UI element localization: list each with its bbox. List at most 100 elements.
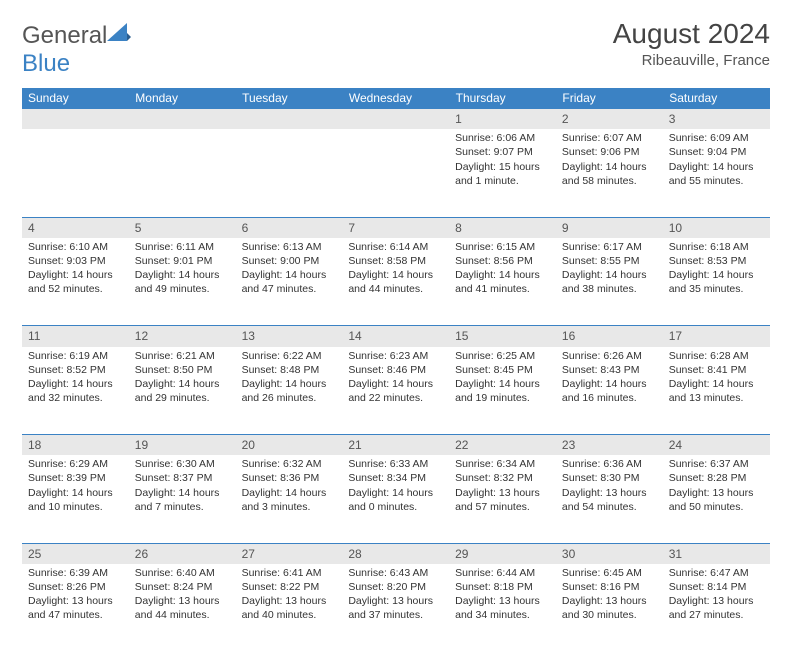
sunrise-text: Sunrise: 6:36 AM bbox=[562, 457, 657, 471]
week-daynum-row: 25262728293031 bbox=[22, 543, 770, 564]
daylight-text: Daylight: 13 hours and 40 minutes. bbox=[242, 594, 337, 622]
sunrise-text: Sunrise: 6:21 AM bbox=[135, 349, 230, 363]
day-cell-body: Sunrise: 6:40 AMSunset: 8:24 PMDaylight:… bbox=[129, 564, 236, 627]
week-content-row: Sunrise: 6:06 AMSunset: 9:07 PMDaylight:… bbox=[22, 129, 770, 217]
logo-text-blue: Blue bbox=[22, 50, 70, 77]
day-number: 16 bbox=[556, 326, 663, 346]
day-cell: Sunrise: 6:21 AMSunset: 8:50 PMDaylight:… bbox=[129, 347, 236, 435]
day-number: 26 bbox=[129, 544, 236, 564]
daylight-text: Daylight: 14 hours and 7 minutes. bbox=[135, 486, 230, 514]
daylight-text: Daylight: 14 hours and 10 minutes. bbox=[28, 486, 123, 514]
daylight-text: Daylight: 14 hours and 3 minutes. bbox=[242, 486, 337, 514]
col-monday: Monday bbox=[129, 88, 236, 109]
header: GeneralBlue August 2024 Ribeauville, Fra… bbox=[22, 18, 770, 78]
day-cell-body: Sunrise: 6:14 AMSunset: 8:58 PMDaylight:… bbox=[342, 238, 449, 301]
day-cell: Sunrise: 6:33 AMSunset: 8:34 PMDaylight:… bbox=[342, 455, 449, 543]
day-cell-body bbox=[22, 129, 129, 135]
sunset-text: Sunset: 9:03 PM bbox=[28, 254, 123, 268]
daylight-text: Daylight: 13 hours and 50 minutes. bbox=[669, 486, 764, 514]
day-cell: Sunrise: 6:15 AMSunset: 8:56 PMDaylight:… bbox=[449, 238, 556, 326]
daylight-text: Daylight: 14 hours and 0 minutes. bbox=[348, 486, 443, 514]
day-number bbox=[22, 109, 129, 113]
sunrise-text: Sunrise: 6:30 AM bbox=[135, 457, 230, 471]
daylight-text: Daylight: 13 hours and 44 minutes. bbox=[135, 594, 230, 622]
sunset-text: Sunset: 8:39 PM bbox=[28, 471, 123, 485]
day-cell-body: Sunrise: 6:33 AMSunset: 8:34 PMDaylight:… bbox=[342, 455, 449, 518]
week-daynum-row: 11121314151617 bbox=[22, 326, 770, 347]
day-cell-body: Sunrise: 6:10 AMSunset: 9:03 PMDaylight:… bbox=[22, 238, 129, 301]
daylight-text: Daylight: 14 hours and 13 minutes. bbox=[669, 377, 764, 405]
day-cell-body: Sunrise: 6:47 AMSunset: 8:14 PMDaylight:… bbox=[663, 564, 770, 627]
day-cell-body: Sunrise: 6:39 AMSunset: 8:26 PMDaylight:… bbox=[22, 564, 129, 627]
sunrise-text: Sunrise: 6:22 AM bbox=[242, 349, 337, 363]
sunset-text: Sunset: 9:07 PM bbox=[455, 145, 550, 159]
day-number-cell: 1 bbox=[449, 109, 556, 130]
sunset-text: Sunset: 8:36 PM bbox=[242, 471, 337, 485]
daylight-text: Daylight: 14 hours and 41 minutes. bbox=[455, 268, 550, 296]
sunrise-text: Sunrise: 6:25 AM bbox=[455, 349, 550, 363]
sunrise-text: Sunrise: 6:40 AM bbox=[135, 566, 230, 580]
day-number: 3 bbox=[663, 109, 770, 129]
daylight-text: Daylight: 14 hours and 44 minutes. bbox=[348, 268, 443, 296]
sunrise-text: Sunrise: 6:39 AM bbox=[28, 566, 123, 580]
day-cell-body: Sunrise: 6:07 AMSunset: 9:06 PMDaylight:… bbox=[556, 129, 663, 192]
day-cell-body: Sunrise: 6:15 AMSunset: 8:56 PMDaylight:… bbox=[449, 238, 556, 301]
day-number-cell: 9 bbox=[556, 217, 663, 238]
logo: GeneralBlue bbox=[22, 22, 131, 78]
day-cell-body: Sunrise: 6:37 AMSunset: 8:28 PMDaylight:… bbox=[663, 455, 770, 518]
day-cell-body: Sunrise: 6:44 AMSunset: 8:18 PMDaylight:… bbox=[449, 564, 556, 627]
sunset-text: Sunset: 8:26 PM bbox=[28, 580, 123, 594]
day-number-cell: 12 bbox=[129, 326, 236, 347]
day-number: 30 bbox=[556, 544, 663, 564]
day-number: 4 bbox=[22, 218, 129, 238]
day-number: 25 bbox=[22, 544, 129, 564]
day-cell: Sunrise: 6:14 AMSunset: 8:58 PMDaylight:… bbox=[342, 238, 449, 326]
sunset-text: Sunset: 9:00 PM bbox=[242, 254, 337, 268]
day-cell-body: Sunrise: 6:21 AMSunset: 8:50 PMDaylight:… bbox=[129, 347, 236, 410]
day-cell-body: Sunrise: 6:34 AMSunset: 8:32 PMDaylight:… bbox=[449, 455, 556, 518]
day-number: 22 bbox=[449, 435, 556, 455]
day-cell: Sunrise: 6:25 AMSunset: 8:45 PMDaylight:… bbox=[449, 347, 556, 435]
sunrise-text: Sunrise: 6:10 AM bbox=[28, 240, 123, 254]
day-cell: Sunrise: 6:11 AMSunset: 9:01 PMDaylight:… bbox=[129, 238, 236, 326]
daylight-text: Daylight: 14 hours and 35 minutes. bbox=[669, 268, 764, 296]
day-number-cell bbox=[236, 109, 343, 130]
title-block: August 2024 Ribeauville, France bbox=[613, 18, 770, 69]
daylight-text: Daylight: 14 hours and 58 minutes. bbox=[562, 160, 657, 188]
sunrise-text: Sunrise: 6:45 AM bbox=[562, 566, 657, 580]
day-cell-body: Sunrise: 6:13 AMSunset: 9:00 PMDaylight:… bbox=[236, 238, 343, 301]
calendar-table: Sunday Monday Tuesday Wednesday Thursday… bbox=[22, 88, 770, 652]
day-number: 23 bbox=[556, 435, 663, 455]
sunrise-text: Sunrise: 6:11 AM bbox=[135, 240, 230, 254]
day-number: 9 bbox=[556, 218, 663, 238]
daylight-text: Daylight: 13 hours and 30 minutes. bbox=[562, 594, 657, 622]
day-cell: Sunrise: 6:23 AMSunset: 8:46 PMDaylight:… bbox=[342, 347, 449, 435]
day-number-cell: 10 bbox=[663, 217, 770, 238]
day-number-cell: 27 bbox=[236, 543, 343, 564]
day-number: 21 bbox=[342, 435, 449, 455]
location: Ribeauville, France bbox=[613, 52, 770, 69]
day-number-cell: 24 bbox=[663, 435, 770, 456]
day-cell-body: Sunrise: 6:17 AMSunset: 8:55 PMDaylight:… bbox=[556, 238, 663, 301]
day-number-cell: 26 bbox=[129, 543, 236, 564]
day-cell bbox=[236, 129, 343, 217]
day-number-cell: 11 bbox=[22, 326, 129, 347]
day-number: 2 bbox=[556, 109, 663, 129]
sunrise-text: Sunrise: 6:37 AM bbox=[669, 457, 764, 471]
day-number-cell: 6 bbox=[236, 217, 343, 238]
logo-triangle-icon bbox=[107, 23, 131, 43]
daylight-text: Daylight: 14 hours and 22 minutes. bbox=[348, 377, 443, 405]
sunrise-text: Sunrise: 6:14 AM bbox=[348, 240, 443, 254]
col-saturday: Saturday bbox=[663, 88, 770, 109]
week-daynum-row: 18192021222324 bbox=[22, 435, 770, 456]
day-cell: Sunrise: 6:13 AMSunset: 9:00 PMDaylight:… bbox=[236, 238, 343, 326]
sunrise-text: Sunrise: 6:34 AM bbox=[455, 457, 550, 471]
day-number: 11 bbox=[22, 326, 129, 346]
day-number: 29 bbox=[449, 544, 556, 564]
sunrise-text: Sunrise: 6:41 AM bbox=[242, 566, 337, 580]
day-number: 28 bbox=[342, 544, 449, 564]
day-cell: Sunrise: 6:43 AMSunset: 8:20 PMDaylight:… bbox=[342, 564, 449, 652]
day-cell: Sunrise: 6:29 AMSunset: 8:39 PMDaylight:… bbox=[22, 455, 129, 543]
day-cell: Sunrise: 6:22 AMSunset: 8:48 PMDaylight:… bbox=[236, 347, 343, 435]
day-cell-body: Sunrise: 6:06 AMSunset: 9:07 PMDaylight:… bbox=[449, 129, 556, 192]
